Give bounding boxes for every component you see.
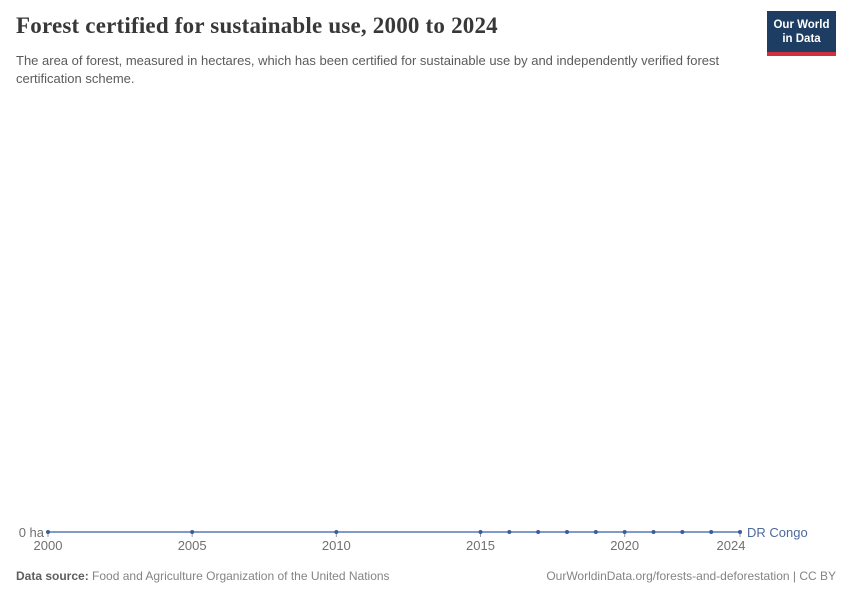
data-source-label: Data source: [16,569,89,583]
data-point-marker-2022 [680,530,685,534]
data-point-marker-2016 [507,530,512,534]
data-point-marker-2005 [190,530,195,534]
owid-logo[interactable]: Our World in Data [767,11,836,56]
chart-footer: Data source: Food and Agriculture Organi… [16,569,836,583]
x-tick-label-2010: 2010 [321,538,351,553]
data-source-value: Food and Agriculture Organization of the… [88,569,390,583]
x-tick-label-2000: 2000 [33,538,63,553]
data-point-marker-2019 [593,530,598,534]
chart-canvas [46,530,742,537]
data-point-marker-2015 [478,530,483,534]
data-point-marker-2010 [334,530,339,534]
data-point-marker-2017 [536,530,541,534]
owid-logo-line1: Our World [773,19,830,31]
chart-title: Forest certified for sustainable use, 20… [16,13,498,38]
x-tick-label-2005: 2005 [177,538,207,553]
chart-subtitle: The area of forest, measured in hectares… [16,53,720,86]
data-point-marker-2023 [709,530,714,534]
data-point-marker-2021 [651,530,656,534]
x-tick-label-2024: 2024 [716,538,746,553]
x-tick-label-2020: 2020 [610,538,640,553]
data-point-marker-2018 [565,530,569,534]
data-point-marker-2024 [738,530,742,534]
y-axis-zero-label: 0 ha [18,525,44,540]
series-entity-label[interactable]: DR Congo [747,525,808,540]
data-point-marker-2000 [46,530,50,534]
owid-logo-line2: in Data [782,33,821,45]
attribution-link[interactable]: OurWorldinData.org/forests-and-deforesta… [546,569,836,583]
data-point-marker-2020 [622,530,627,534]
x-tick-label-2015: 2015 [466,538,495,553]
data-source-note: Data source: Food and Agriculture Organi… [16,569,390,583]
